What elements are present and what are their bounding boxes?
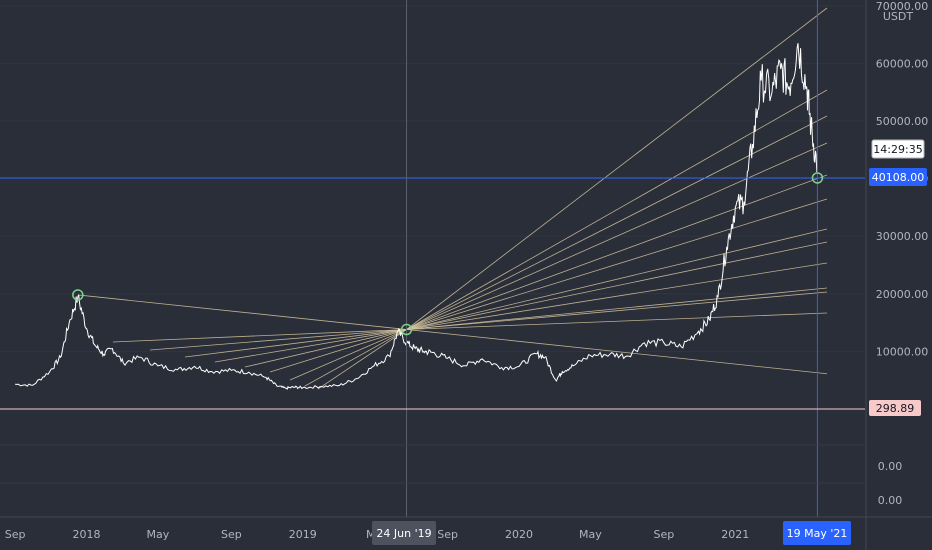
fan-ray[interactable] — [406, 89, 828, 330]
fan-ray[interactable] — [406, 228, 828, 330]
fan-ray-back[interactable] — [317, 329, 407, 390]
price-tick-label: 60000.00 — [876, 57, 929, 70]
fan-ray[interactable] — [406, 287, 828, 330]
fan-ray-back[interactable] — [304, 329, 407, 387]
fan-ray-back[interactable] — [269, 329, 407, 373]
trend-line[interactable] — [77, 294, 828, 375]
fan-ray-back[interactable] — [184, 329, 407, 358]
fan-ray[interactable] — [406, 7, 828, 330]
fan-ray[interactable] — [406, 115, 828, 330]
time-tick-label: Sep — [437, 528, 458, 541]
pivot-circle[interactable] — [400, 323, 413, 336]
lower-pane-tick-2: 0.00 — [878, 494, 903, 507]
time-tick-label: 2021 — [721, 528, 749, 541]
price-tick-label: 20000.00 — [876, 288, 929, 301]
price-crosshair-tag: 40108.00 — [869, 168, 927, 186]
price-tick-label: 10000.00 — [876, 345, 929, 358]
fan-ray-back[interactable] — [214, 329, 407, 363]
fan-lines[interactable] — [77, 7, 828, 390]
fan-ray[interactable] — [406, 291, 828, 330]
svg-text:24 Jun '19: 24 Jun '19 — [376, 527, 431, 540]
time-tick-label: Sep — [5, 528, 26, 541]
fan-ray-back[interactable] — [289, 329, 407, 381]
fan-ray[interactable] — [406, 198, 828, 330]
price-series-line — [15, 43, 818, 390]
lower-pane-value-tag: 298.89 — [869, 400, 921, 416]
price-tick-label: 50000.00 — [876, 115, 929, 128]
price-tick-label: 30000.00 — [876, 230, 929, 243]
price-axis-unit: USDT — [883, 10, 914, 23]
time-tick-label: May — [146, 528, 169, 541]
fan-ray[interactable] — [406, 174, 828, 330]
grid — [0, 5, 865, 352]
time-tick-label: Sep — [654, 528, 675, 541]
fan-ray-back[interactable] — [112, 329, 407, 343]
svg-text:14:29:35: 14:29:35 — [873, 143, 922, 156]
time-tick-label: Sep — [221, 528, 242, 541]
fan-ray[interactable] — [406, 142, 828, 330]
time-axis[interactable]: Sep2018MaySep2019MaSep2020MaySep2021Ma — [5, 528, 815, 541]
pivot-markers[interactable] — [72, 172, 824, 336]
fan-ray[interactable] — [406, 241, 828, 330]
svg-text:19 May '21: 19 May '21 — [787, 527, 848, 540]
svg-text:40108.00: 40108.00 — [872, 171, 925, 184]
svg-text:298.89: 298.89 — [876, 402, 915, 415]
time-crosshair-tag: 24 Jun '19 — [372, 521, 436, 545]
price-tick-label: 70000.00 — [876, 0, 929, 13]
fan-ray-back[interactable] — [149, 329, 407, 351]
fan-ray[interactable] — [406, 262, 828, 330]
lower-pane-tick-1: 0.00 — [878, 460, 903, 473]
time-tick-label: 2019 — [289, 528, 317, 541]
fan-ray-back[interactable] — [244, 329, 407, 368]
pivot-circle[interactable] — [72, 289, 84, 301]
date-crosshair-tag: 19 May '21 — [783, 521, 851, 545]
time-tick-label: 2020 — [505, 528, 533, 541]
pivot-circle[interactable] — [811, 172, 824, 184]
countdown-tag: 14:29:35 — [871, 139, 925, 159]
fan-ray[interactable] — [406, 312, 828, 330]
time-tick-label: 2018 — [73, 528, 101, 541]
time-tick-label: May — [579, 528, 602, 541]
